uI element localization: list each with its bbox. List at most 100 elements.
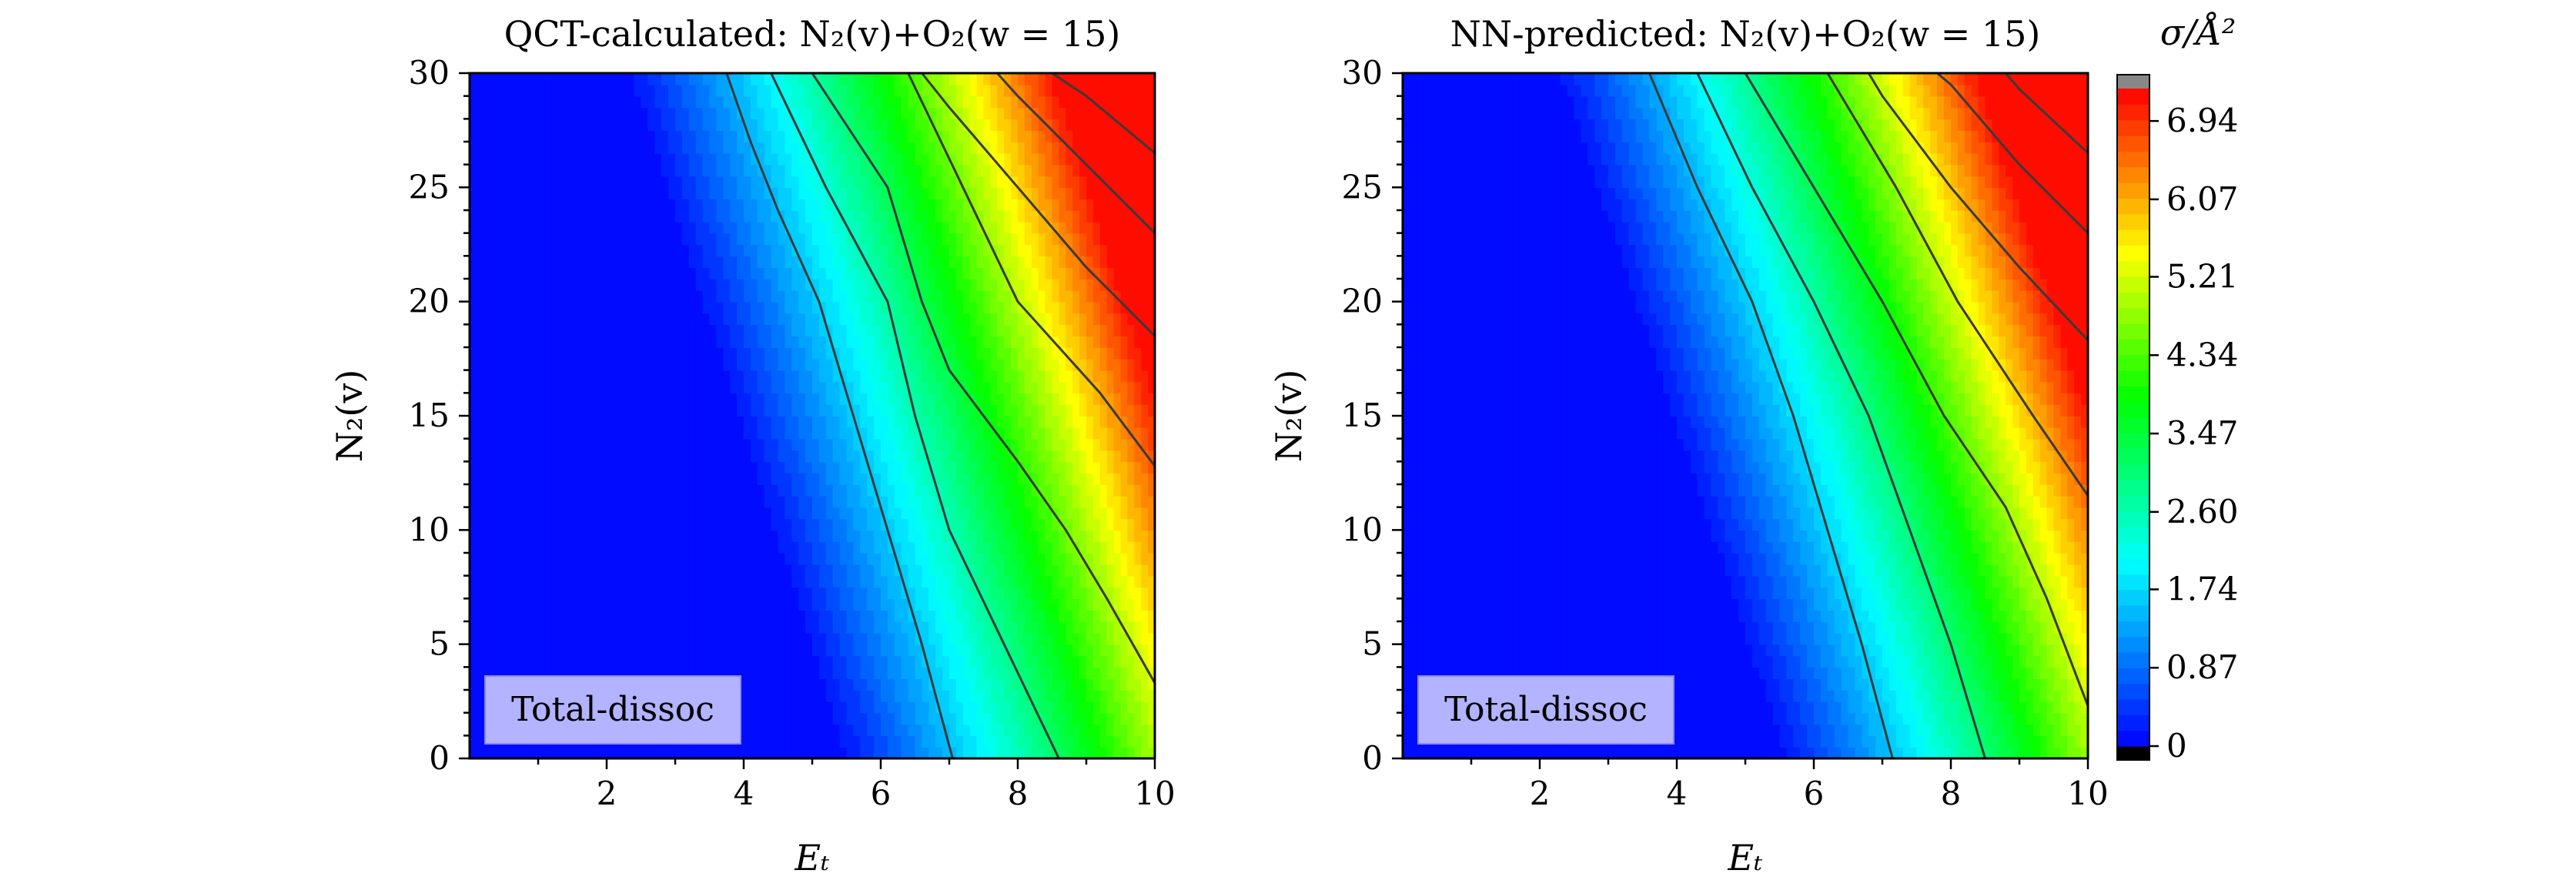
qct-heat-cell bbox=[1059, 358, 1067, 371]
qct-heat-cell bbox=[675, 416, 683, 428]
qct-heat-cell bbox=[1066, 598, 1073, 611]
qct-heat-cell bbox=[490, 541, 498, 554]
qct-heat-cell bbox=[579, 564, 587, 577]
qct-heat-cell bbox=[607, 495, 614, 508]
qct-heat-cell bbox=[990, 438, 999, 451]
qct-heat-cell bbox=[915, 210, 923, 223]
qct-heat-cell bbox=[1072, 358, 1080, 371]
qct-heat-cell bbox=[1127, 655, 1136, 668]
qct-heat-cell bbox=[1120, 336, 1129, 348]
qct-heat-cell bbox=[757, 438, 765, 451]
qct-heat-cell bbox=[874, 553, 882, 565]
qct-heat-cell bbox=[702, 632, 711, 645]
qct-heat-cell bbox=[901, 427, 909, 440]
qct-heat-cell bbox=[1092, 324, 1101, 336]
qct-heat-cell bbox=[572, 393, 580, 405]
qct-heat-cell bbox=[1011, 507, 1019, 520]
qct-heat-cell bbox=[579, 541, 587, 554]
qct-heat-cell bbox=[881, 427, 888, 440]
qct-heat-cell bbox=[1018, 724, 1025, 737]
qct-heat-cell bbox=[942, 530, 950, 542]
qct-heat-cell bbox=[620, 267, 628, 279]
qct-heat-cell bbox=[716, 438, 724, 451]
qct-heat-cell bbox=[1072, 393, 1080, 405]
qct-heat-cell bbox=[483, 199, 491, 211]
qct-heat-cell bbox=[901, 587, 909, 600]
qct-heat-cell bbox=[702, 507, 711, 520]
qct-heat-cell bbox=[1072, 484, 1080, 497]
qct-heat-cell bbox=[908, 233, 916, 246]
qct-heat-cell bbox=[517, 438, 525, 451]
qct-heat-cell bbox=[600, 267, 607, 279]
qct-heat-cell bbox=[1072, 701, 1080, 714]
qct-heat-cell bbox=[1106, 495, 1115, 508]
qct-heat-cell bbox=[1011, 267, 1019, 279]
qct-heat-cell bbox=[641, 381, 649, 394]
qct-heat-cell bbox=[681, 393, 690, 405]
qct-heat-cell bbox=[1052, 336, 1060, 348]
qct-heat-cell bbox=[586, 187, 594, 199]
qct-heat-cell bbox=[647, 221, 656, 234]
qct-heat-cell bbox=[785, 678, 793, 691]
qct-heat-cell bbox=[1099, 358, 1108, 371]
qct-heat-cell bbox=[1092, 256, 1101, 268]
qct-heat-cell bbox=[764, 473, 772, 485]
qct-heat-cell bbox=[901, 301, 909, 314]
qct-heat-cell bbox=[1127, 404, 1136, 417]
qct-heat-cell bbox=[524, 290, 532, 303]
qct-heat-cell bbox=[935, 747, 943, 758]
qct-heat-cell bbox=[620, 313, 628, 326]
qct-heat-cell bbox=[607, 621, 614, 634]
qct-heat-cell bbox=[470, 279, 477, 291]
qct-heat-cell bbox=[572, 279, 580, 291]
qct-heat-cell bbox=[1011, 495, 1019, 508]
qct-heat-cell bbox=[1004, 416, 1012, 428]
qct-heat-cell bbox=[476, 427, 484, 440]
qct-heat-cell bbox=[1141, 267, 1149, 279]
qct-heat-cell bbox=[586, 336, 594, 348]
qct-heat-cell bbox=[1004, 598, 1012, 611]
qct-heat-cell bbox=[778, 301, 786, 314]
qct-heat-cell bbox=[881, 655, 888, 668]
qct-heat-cell bbox=[887, 644, 895, 657]
qct-heat-cell bbox=[695, 473, 704, 485]
qct-heat-cell bbox=[874, 187, 882, 199]
qct-heat-cell bbox=[572, 233, 580, 246]
qct-heat-cell bbox=[1127, 553, 1136, 565]
qct-heat-cell bbox=[709, 541, 718, 554]
qct-heat-cell bbox=[544, 461, 553, 474]
qct-heat-cell bbox=[675, 644, 683, 657]
qct-heat-cell bbox=[1004, 747, 1012, 758]
qct-heat-cell bbox=[510, 564, 519, 577]
qct-heat-cell bbox=[887, 438, 895, 451]
qct-heat-cell bbox=[990, 747, 999, 758]
qct-heat-cell bbox=[1099, 187, 1108, 199]
qct-heat-cell bbox=[641, 404, 649, 417]
qct-heat-cell bbox=[1052, 279, 1060, 291]
qct-heat-cell bbox=[1072, 381, 1080, 394]
qct-heat-cell bbox=[1004, 244, 1012, 257]
qct-heat-cell bbox=[681, 244, 690, 257]
qct-heat-cell bbox=[600, 187, 607, 199]
qct-heat-cell bbox=[613, 336, 621, 348]
qct-heat-cell bbox=[675, 301, 683, 314]
qct-heat-cell bbox=[1059, 644, 1067, 657]
qct-heat-cell bbox=[853, 199, 861, 211]
qct-heat-cell bbox=[730, 450, 738, 463]
qct-heat-cell bbox=[497, 484, 505, 497]
qct-heat-cell bbox=[600, 324, 607, 336]
qct-heat-cell bbox=[750, 438, 758, 451]
qct-heat-cell bbox=[1141, 541, 1149, 554]
qct-heat-cell bbox=[586, 370, 594, 383]
qct-heat-cell bbox=[647, 416, 656, 428]
qct-heat-cell bbox=[935, 690, 943, 702]
qct-heat-cell bbox=[737, 621, 744, 634]
qct-heat-cell bbox=[558, 336, 567, 348]
qct-heat-cell bbox=[1092, 290, 1101, 303]
qct-heat-cell bbox=[757, 301, 765, 314]
qct-heat-cell bbox=[586, 553, 594, 565]
qct-heat-cell bbox=[881, 564, 888, 577]
qct-heat-cell bbox=[661, 416, 669, 428]
qct-heat-cell bbox=[531, 667, 539, 679]
qct-heat-cell bbox=[544, 484, 553, 497]
